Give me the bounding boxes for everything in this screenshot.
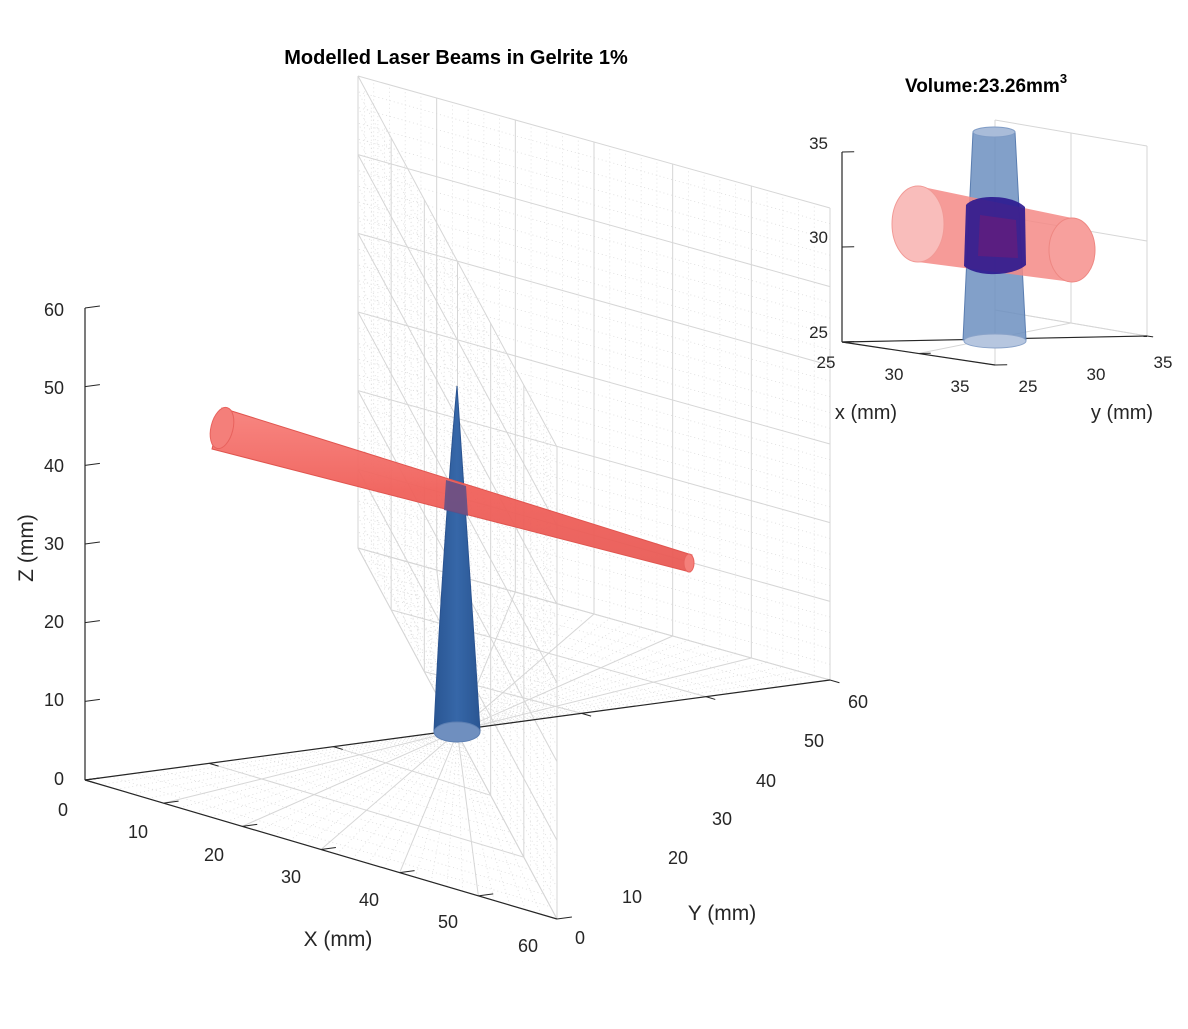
y-tick-labels: 0 10 20 30 40 50 60 xyxy=(575,692,868,948)
inset-y-tick-label: 25 xyxy=(1019,377,1038,396)
main-z-tick xyxy=(84,541,100,545)
x-tick-labels: 0 10 20 30 40 50 60 xyxy=(58,800,538,956)
inset-y-axis-label: y (mm) xyxy=(1091,402,1153,424)
y-tick-label: 20 xyxy=(668,848,688,868)
main-y-tick xyxy=(705,696,716,700)
x-tick-label: 60 xyxy=(518,936,538,956)
inset-red-beam-left-cap xyxy=(891,185,945,263)
y-tick-label: 40 xyxy=(756,771,776,791)
main-grid-line xyxy=(357,75,831,209)
main-z-tick xyxy=(84,305,100,309)
inset-y-tick xyxy=(1146,335,1154,338)
main-z-tick xyxy=(84,384,100,388)
inset-title-text: Volume:23.26mm xyxy=(905,76,1060,97)
inset-y-tick-label: 30 xyxy=(1087,365,1106,384)
z-tick-labels: 60 50 40 30 20 10 0 xyxy=(44,300,64,789)
x-axis-label: X (mm) xyxy=(304,928,373,951)
inset-z-tick-label: 35 xyxy=(809,134,828,153)
z-tick-label: 0 xyxy=(54,769,64,789)
inset-chart: Volume:23.26mm3 3 xyxy=(809,71,1172,424)
y-tick-label: 10 xyxy=(622,887,642,907)
main-y-tick xyxy=(209,762,219,767)
z-tick-label: 20 xyxy=(44,612,64,632)
inset-x-tick-label: 30 xyxy=(885,365,904,384)
x-tick-label: 50 xyxy=(438,912,458,932)
y-axis-label: Y (mm) xyxy=(688,902,756,925)
z-axis-label: Z (mm) xyxy=(15,514,38,582)
main-z-tick xyxy=(84,698,100,702)
inset-x-tick-label: 35 xyxy=(951,377,970,396)
intersection-volume-shade xyxy=(978,215,1018,258)
blue-beam-body xyxy=(433,385,481,732)
main-y-tick xyxy=(333,746,343,750)
red-beam-start-cap xyxy=(209,406,235,450)
main-y-tick xyxy=(84,779,95,784)
main-grid-line xyxy=(357,154,831,288)
inset-x-tick-labels: 25 30 35 xyxy=(817,353,970,396)
x-tick-label: 30 xyxy=(281,867,301,887)
blue-beam-base xyxy=(433,721,481,743)
main-z-tick xyxy=(84,777,100,781)
inset-red-beam-right-cap xyxy=(1048,217,1096,283)
inset-z-tick-label: 30 xyxy=(809,228,828,247)
red-beam-end-cap xyxy=(683,553,695,573)
inset-z-tick-label: 25 xyxy=(809,323,828,342)
inset-y-tick-labels: 25 30 35 xyxy=(1019,353,1173,396)
main-grid-line xyxy=(357,154,558,526)
main-chart: Modelled Laser Beams in Gelrite 1% 60 50 xyxy=(15,47,868,956)
main-x-tick xyxy=(478,893,494,897)
y-tick-label: 60 xyxy=(848,692,868,712)
z-tick-label: 40 xyxy=(44,456,64,476)
inset-x-axis-label: x (mm) xyxy=(835,402,897,424)
blue-beam xyxy=(433,385,481,743)
inset-blue-beam-top-cap xyxy=(972,126,1016,138)
z-tick-label: 10 xyxy=(44,690,64,710)
inset-grid-line xyxy=(994,119,1148,147)
inset-x-tick-label: 25 xyxy=(817,353,836,372)
inset-blue-beam-bottom-cap xyxy=(963,333,1027,349)
main-x-tick xyxy=(242,823,258,827)
x-tick-label: 10 xyxy=(128,822,148,842)
inset-title-superscript: 3 xyxy=(1060,71,1067,86)
main-x-tick xyxy=(399,870,415,874)
y-tick-label: 0 xyxy=(575,928,585,948)
inset-z-tick-labels: 35 30 25 xyxy=(809,134,828,342)
main-x-tick xyxy=(320,847,336,850)
inset-intersection-volume xyxy=(964,196,1026,275)
red-beam xyxy=(209,406,695,573)
x-tick-label: 20 xyxy=(204,845,224,865)
y-tick-label: 30 xyxy=(712,809,732,829)
main-x-tick xyxy=(163,800,179,804)
main-z-tick xyxy=(84,462,100,466)
main-grid-line xyxy=(357,547,831,681)
main-z-tick xyxy=(84,620,100,624)
z-tick-label: 30 xyxy=(44,534,64,554)
beam-overlap xyxy=(444,480,468,516)
main-chart-title: Modelled Laser Beams in Gelrite 1% xyxy=(284,47,628,69)
z-tick-label: 60 xyxy=(44,300,64,320)
inset-y-tick-label: 35 xyxy=(1154,353,1173,372)
main-x-tick xyxy=(556,916,572,920)
x-tick-label: 0 xyxy=(58,800,68,820)
main-y-tick xyxy=(581,712,592,717)
inset-chart-title: Volume:23.26mm3 xyxy=(905,71,1067,97)
y-tick-label: 50 xyxy=(804,731,824,751)
main-y-tick xyxy=(829,679,840,684)
x-tick-label: 40 xyxy=(359,890,379,910)
z-tick-label: 50 xyxy=(44,378,64,398)
main-grid-line xyxy=(357,75,558,448)
